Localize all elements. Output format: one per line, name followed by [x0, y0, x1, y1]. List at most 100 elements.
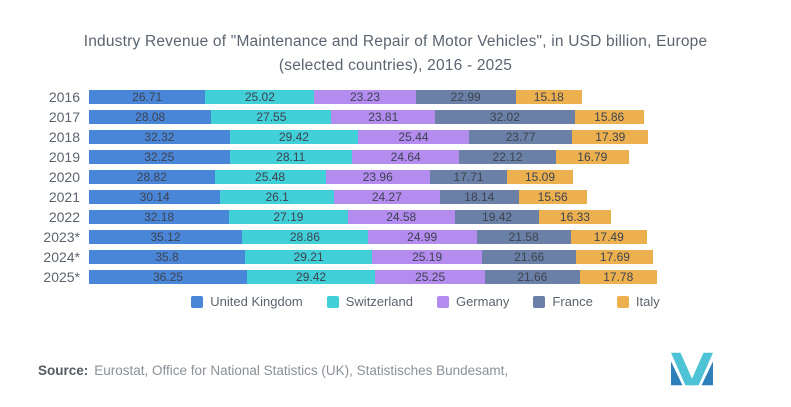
year-label: 2023* — [43, 229, 80, 246]
bar-segment-germany[interactable]: 24.64 — [351, 150, 460, 165]
year-label: 2018 — [48, 129, 80, 146]
bar-segment-switzerland[interactable]: 29.42 — [246, 270, 376, 285]
bar-segment-united-kingdom[interactable]: 26.71 — [89, 90, 206, 105]
legend-swatch-italy — [616, 295, 629, 308]
bar-segment-switzerland[interactable]: 27.19 — [229, 210, 348, 225]
bar-segment-france[interactable]: 22.12 — [459, 150, 556, 165]
bar-segment-united-kingdom[interactable]: 32.25 — [89, 150, 230, 165]
source-label: Source: — [38, 363, 89, 378]
bar-stack: 32.32 29.42 25.44 23.77 17.39 — [89, 130, 649, 145]
bar-segment-germany[interactable]: 25.25 — [375, 270, 486, 285]
bar-segment-italy[interactable]: 16.33 — [539, 210, 611, 225]
legend-swatch-switzerland — [326, 295, 339, 308]
mordor-intelligence-logo — [671, 352, 713, 386]
chart-title: Industry Revenue of "Maintenance and Rep… — [0, 0, 791, 78]
year-label: 2025* — [43, 269, 80, 286]
legend-swatch-france — [533, 295, 546, 308]
bar-segment-germany[interactable]: 25.19 — [372, 250, 482, 265]
bar-segment-switzerland[interactable]: 29.42 — [229, 130, 358, 145]
legend-item-france[interactable]: France — [533, 294, 593, 310]
stacked-bar-chart: 2016 26.71 25.02 23.23 22.99 15.18 2017 28.08 27… — [0, 87, 791, 287]
bar-stack: 36.25 29.42 25.25 21.66 17.78 — [89, 270, 657, 285]
bar-segment-united-kingdom[interactable]: 36.25 — [89, 270, 247, 285]
bar-segment-germany[interactable]: 24.27 — [334, 190, 440, 205]
chart-row: 2024* 35.8 29.21 25.19 21.66 17.69 — [0, 247, 791, 267]
legend-swatch-united-kingdom — [191, 295, 204, 308]
chart-legend: United Kingdom Switzerland Germany France It… — [0, 294, 791, 309]
year-label: 2021 — [48, 189, 80, 206]
bar-segment-germany[interactable]: 23.23 — [314, 90, 416, 105]
legend-label: Italy — [635, 294, 660, 310]
bar-segment-united-kingdom[interactable]: 28.08 — [89, 110, 212, 125]
bar-segment-france[interactable]: 23.77 — [468, 130, 573, 145]
bar-segment-switzerland[interactable]: 26.1 — [220, 190, 335, 205]
bar-segment-united-kingdom[interactable]: 32.32 — [89, 130, 230, 145]
chart-row: 2021 30.14 26.1 24.27 18.14 15.56 — [0, 187, 791, 207]
bar-stack: 32.25 28.11 24.64 22.12 16.79 — [89, 150, 629, 165]
chart-row: 2025* 36.25 29.42 25.25 21.66 17.78 — [0, 267, 791, 287]
bar-segment-italy[interactable]: 17.49 — [570, 230, 647, 245]
bar-segment-france[interactable]: 21.58 — [476, 230, 571, 245]
bar-segment-united-kingdom[interactable]: 30.14 — [89, 190, 221, 205]
legend-label: France — [552, 294, 593, 310]
bar-stack: 28.82 25.48 23.96 17.71 15.09 — [89, 170, 573, 185]
bar-segment-switzerland[interactable]: 27.55 — [211, 110, 332, 125]
bar-segment-germany[interactable]: 24.58 — [347, 210, 455, 225]
chart-title-line1: Industry Revenue of "Maintenance and Rep… — [83, 33, 708, 50]
bar-stack: 35.8 29.21 25.19 21.66 17.69 — [89, 250, 654, 265]
bar-segment-italy[interactable]: 15.56 — [518, 190, 587, 205]
year-label: 2017 — [48, 109, 80, 126]
bar-segment-united-kingdom[interactable]: 32.18 — [89, 210, 230, 225]
bar-stack: 30.14 26.1 24.27 18.14 15.56 — [89, 190, 587, 205]
legend-label: Switzerland — [345, 294, 413, 310]
year-label: 2024* — [43, 249, 80, 266]
chart-title-line2: (selected countries), 2016 - 2025 — [278, 57, 513, 75]
bar-segment-france[interactable]: 32.02 — [435, 110, 575, 125]
bar-stack: 26.71 25.02 23.23 22.99 15.18 — [89, 90, 582, 105]
bar-segment-france[interactable]: 21.66 — [482, 250, 577, 265]
chart-row: 2022 32.18 27.19 24.58 19.42 16.33 — [0, 207, 791, 227]
bar-segment-germany[interactable]: 25.44 — [358, 130, 469, 145]
bar-segment-germany[interactable]: 23.96 — [325, 170, 430, 185]
bar-segment-italy[interactable]: 17.69 — [576, 250, 654, 265]
bar-segment-germany[interactable]: 23.81 — [331, 110, 436, 125]
bar-segment-united-kingdom[interactable]: 35.8 — [89, 250, 245, 265]
bar-segment-france[interactable]: 19.42 — [454, 210, 540, 225]
chart-row: 2018 32.32 29.42 25.44 23.77 17.39 — [0, 127, 791, 147]
chart-row: 2023* 35.12 28.86 24.99 21.58 17.49 — [0, 227, 791, 247]
bar-segment-italy[interactable]: 16.79 — [555, 150, 629, 165]
bar-stack: 28.08 27.55 23.81 32.02 15.86 — [89, 110, 644, 125]
bar-segment-italy[interactable]: 17.39 — [572, 130, 649, 145]
bar-segment-france[interactable]: 17.71 — [429, 170, 508, 185]
bar-segment-france[interactable]: 18.14 — [439, 190, 519, 205]
bar-segment-italy[interactable]: 17.78 — [579, 270, 657, 285]
bar-segment-italy[interactable]: 15.18 — [515, 90, 582, 105]
year-label: 2022 — [48, 209, 80, 226]
chart-row: 2020 28.82 25.48 23.96 17.71 15.09 — [0, 167, 791, 187]
bar-segment-united-kingdom[interactable]: 28.82 — [89, 170, 215, 185]
legend-swatch-germany — [436, 295, 449, 308]
bar-segment-switzerland[interactable]: 29.21 — [244, 250, 373, 265]
bar-segment-germany[interactable]: 24.99 — [367, 230, 477, 245]
source-footer: Source: Eurostat, Office for National Sta… — [38, 363, 508, 378]
legend-item-germany[interactable]: Germany — [436, 294, 510, 310]
year-label: 2016 — [48, 89, 80, 106]
bar-segment-switzerland[interactable]: 25.02 — [205, 90, 315, 105]
chart-row: 2019 32.25 28.11 24.64 22.12 16.79 — [0, 147, 791, 167]
legend-item-united-kingdom[interactable]: United Kingdom — [191, 294, 303, 309]
legend-item-switzerland[interactable]: Switzerland — [326, 294, 413, 310]
bar-segment-switzerland[interactable]: 28.86 — [242, 230, 368, 245]
bar-segment-switzerland[interactable]: 28.11 — [229, 150, 352, 165]
bar-segment-united-kingdom[interactable]: 35.12 — [89, 230, 243, 245]
bar-segment-france[interactable]: 21.66 — [485, 270, 580, 285]
legend-item-italy[interactable]: Italy — [616, 294, 660, 310]
chart-row: 2017 28.08 27.55 23.81 32.02 15.86 — [0, 107, 791, 127]
bar-segment-switzerland[interactable]: 25.48 — [214, 170, 326, 185]
year-label: 2019 — [48, 149, 80, 166]
bar-segment-italy[interactable]: 15.09 — [507, 170, 573, 185]
bar-stack: 35.12 28.86 24.99 21.58 17.49 — [89, 230, 647, 245]
year-label: 2020 — [48, 169, 80, 186]
bar-segment-italy[interactable]: 15.86 — [574, 110, 644, 125]
legend-label: Germany — [455, 294, 510, 310]
bar-segment-france[interactable]: 22.99 — [415, 90, 516, 105]
